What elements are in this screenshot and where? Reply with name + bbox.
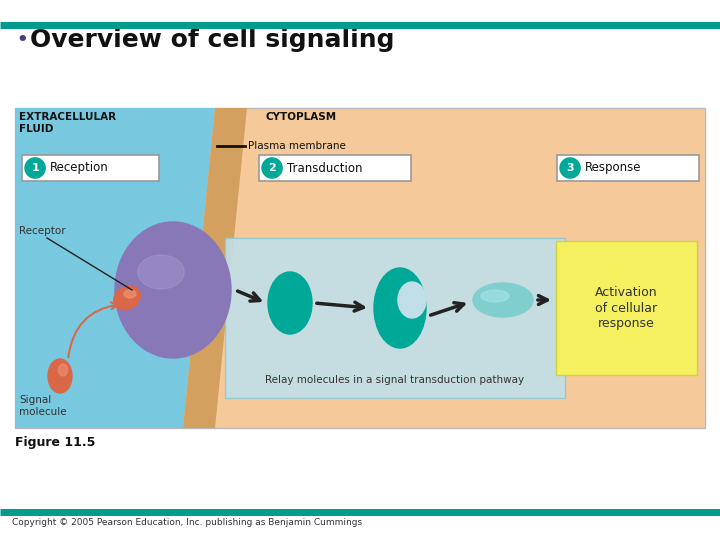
Ellipse shape: [138, 255, 184, 289]
Text: Receptor: Receptor: [19, 226, 66, 236]
Text: Transduction: Transduction: [287, 161, 363, 174]
FancyBboxPatch shape: [557, 155, 699, 181]
Text: Relay molecules in a signal transduction pathway: Relay molecules in a signal transduction…: [266, 375, 525, 385]
Text: Response: Response: [585, 161, 642, 174]
Ellipse shape: [48, 359, 72, 393]
Ellipse shape: [398, 282, 426, 318]
Ellipse shape: [268, 272, 312, 334]
Polygon shape: [15, 108, 215, 428]
Ellipse shape: [58, 364, 68, 376]
Text: 3: 3: [566, 163, 574, 173]
Ellipse shape: [115, 222, 231, 358]
Ellipse shape: [473, 283, 533, 317]
Circle shape: [262, 158, 282, 178]
Text: CYTOPLASM: CYTOPLASM: [265, 112, 336, 122]
Circle shape: [560, 158, 580, 178]
Ellipse shape: [114, 286, 140, 310]
Ellipse shape: [374, 268, 426, 348]
Text: 1: 1: [31, 163, 39, 173]
FancyBboxPatch shape: [556, 241, 697, 375]
Text: •: •: [16, 31, 27, 49]
FancyBboxPatch shape: [15, 108, 705, 428]
Circle shape: [25, 158, 45, 178]
Text: Plasma membrane: Plasma membrane: [248, 141, 346, 151]
Text: Activation
of cellular
response: Activation of cellular response: [595, 287, 658, 329]
Text: Signal
molecule: Signal molecule: [19, 395, 67, 416]
FancyBboxPatch shape: [22, 155, 159, 181]
FancyBboxPatch shape: [259, 155, 411, 181]
Text: Overview of cell signaling: Overview of cell signaling: [30, 28, 395, 52]
Text: Copyright © 2005 Pearson Education, Inc. publishing as Benjamin Cummings: Copyright © 2005 Pearson Education, Inc.…: [12, 518, 362, 527]
Text: Reception: Reception: [50, 161, 109, 174]
Text: Figure 11.5: Figure 11.5: [15, 436, 95, 449]
Text: 2: 2: [269, 163, 276, 173]
FancyBboxPatch shape: [225, 238, 565, 398]
Ellipse shape: [124, 290, 136, 298]
Text: EXTRACELLULAR
FLUID: EXTRACELLULAR FLUID: [19, 112, 116, 133]
Polygon shape: [183, 108, 247, 428]
Ellipse shape: [481, 290, 509, 302]
